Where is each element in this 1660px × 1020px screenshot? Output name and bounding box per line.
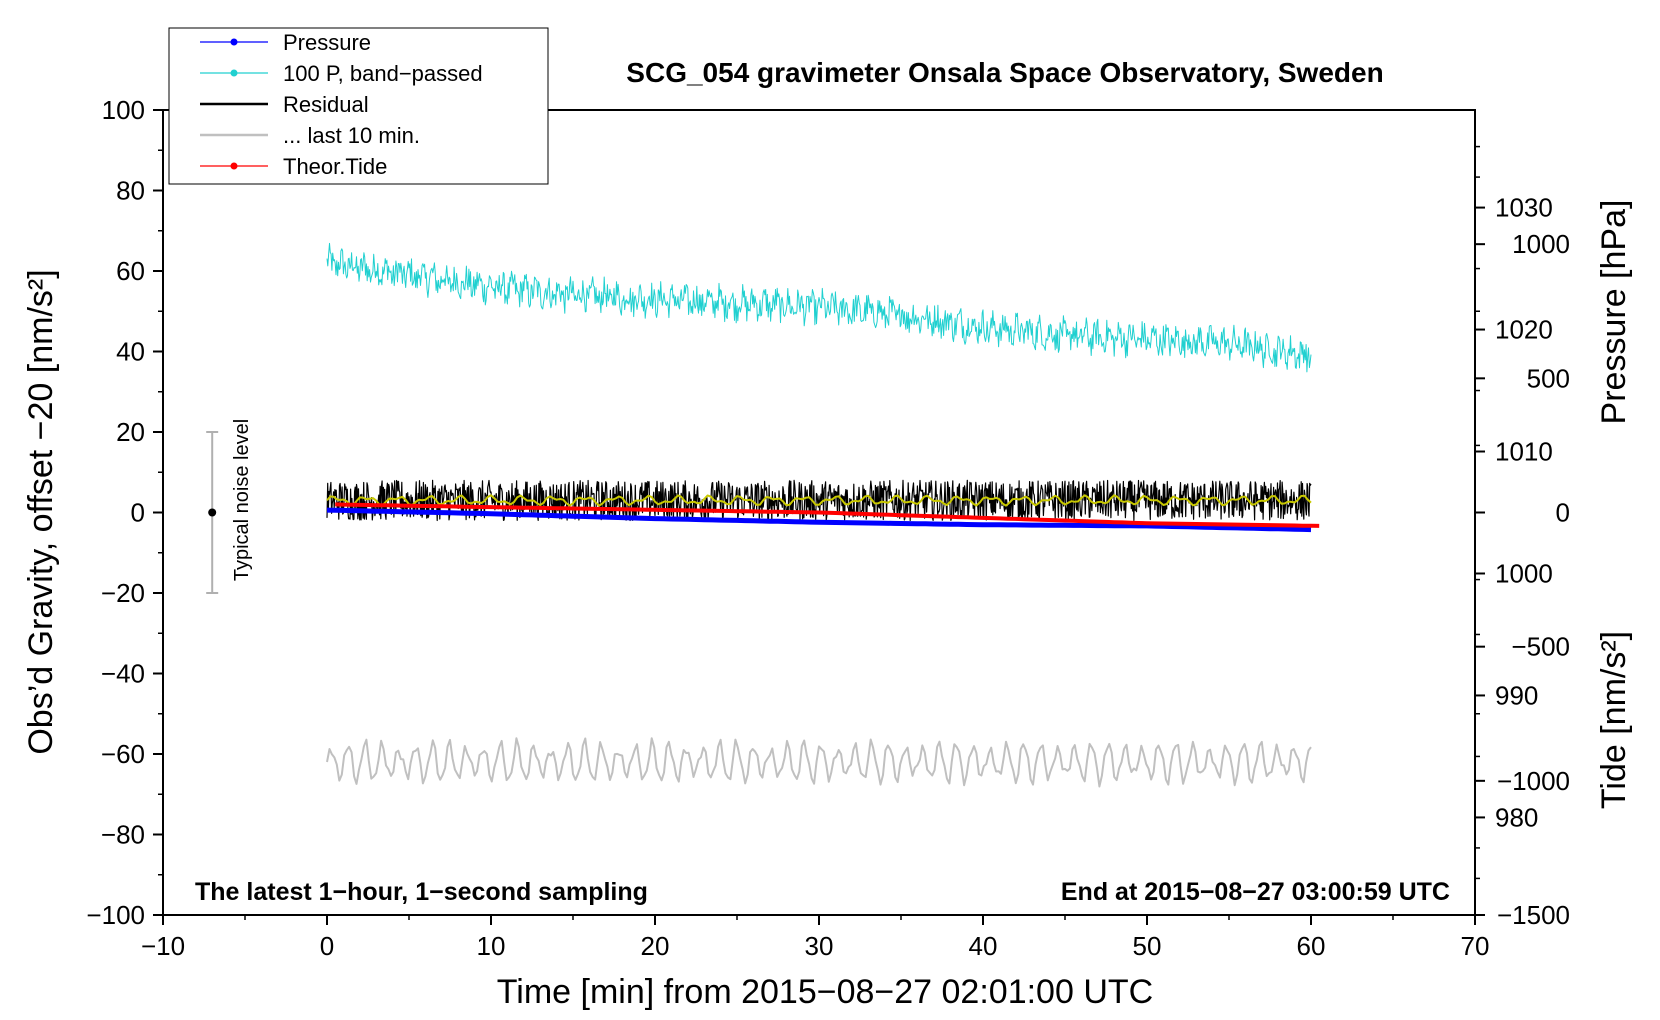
legend-swatch-dot — [230, 38, 238, 46]
series-layer — [326, 242, 1320, 788]
tide-tick-label: 1000 — [1512, 229, 1570, 259]
series-line-residual — [326, 479, 1312, 522]
left-tick-label: 100 — [102, 95, 145, 125]
pressure-tick-label: 1020 — [1495, 315, 1553, 345]
x-tick-label: 70 — [1461, 931, 1490, 961]
x-tick-label: 20 — [641, 931, 670, 961]
tide-tick-label: 0 — [1556, 498, 1570, 528]
x-tick-label: 50 — [1133, 931, 1162, 961]
tide-axis-title: Tide [nm/s²] — [1595, 631, 1633, 809]
pressure-axis-ticks: 980 990 1000 1010 1020 1030 — [1475, 145, 1553, 880]
left-tick-label: −20 — [101, 578, 145, 608]
typical-noise-bar — [206, 431, 219, 594]
legend: Pressure 100 P, band−passed Residual ... la… — [168, 27, 549, 185]
pressure-tick-label: 1010 — [1495, 437, 1553, 467]
pressure-tick-label: 980 — [1495, 802, 1538, 832]
pressure-tick-label: 1030 — [1495, 193, 1553, 223]
series-line-bandpassed — [326, 242, 1312, 373]
series-line-last10min — [326, 737, 1312, 788]
x-tick-label: 0 — [320, 931, 334, 961]
tide-axis-ticks: −1500 −1000 −500 0 500 1000 — [1475, 176, 1570, 930]
tide-tick-label: 500 — [1527, 363, 1570, 393]
left-tick-label: 60 — [116, 256, 145, 286]
tide-tick-label: −1500 — [1497, 900, 1570, 930]
x-axis-title: Time [min] from 2015−08−27 02:01:00 UTC — [497, 973, 1153, 1011]
series-line-pressure — [326, 507, 1312, 533]
x-tick-label: 40 — [969, 931, 998, 961]
noise-label: Typical noise level — [231, 419, 253, 581]
legend-label: ... last 10 min. — [283, 123, 420, 148]
legend-label: Residual — [283, 92, 369, 117]
legend-swatch-dot — [230, 69, 238, 77]
left-tick-label: 0 — [131, 498, 145, 528]
left-tick-label: 40 — [116, 337, 145, 367]
pressure-axis-title: Pressure [hPa] — [1595, 200, 1633, 425]
left-axis-ticks: −100 −80 −60 −40 −20 0 20 40 60 80 100 — [86, 95, 163, 930]
annotation-end-time: End at 2015−08−27 03:00:59 UTC — [1061, 878, 1450, 906]
series-line-residual-smoothed — [326, 494, 1312, 507]
left-tick-label: 80 — [116, 176, 145, 206]
x-axis-ticks: −10 0 10 20 30 40 50 60 70 — [141, 915, 1490, 961]
left-tick-label: −100 — [86, 900, 145, 930]
legend-label: Theor.Tide — [283, 154, 387, 179]
legend-label: 100 P, band−passed — [283, 61, 483, 86]
tide-tick-label: −1000 — [1497, 766, 1570, 796]
annotation-sampling: The latest 1−hour, 1−second sampling — [195, 878, 648, 906]
pressure-tick-label: 990 — [1495, 680, 1538, 710]
x-tick-label: 10 — [477, 931, 506, 961]
legend-label: Pressure — [283, 30, 371, 55]
legend-box — [168, 27, 549, 185]
left-tick-label: 20 — [116, 417, 145, 447]
left-axis-title: Obs’d Gravity, offset −20 [nm/s²] — [22, 269, 60, 754]
pressure-tick-label: 1000 — [1495, 558, 1553, 588]
x-tick-label: 30 — [805, 931, 834, 961]
x-tick-label: 60 — [1297, 931, 1326, 961]
legend-swatch-dot — [230, 162, 238, 170]
left-tick-label: −60 — [101, 739, 145, 769]
series-line-tide — [335, 502, 1320, 528]
left-tick-label: −40 — [101, 659, 145, 689]
tide-tick-label: −500 — [1511, 632, 1570, 662]
x-tick-label: −10 — [141, 931, 185, 961]
left-tick-label: −80 — [101, 820, 145, 850]
noise-bar-center-dot — [208, 508, 217, 517]
chart-title: SCG_054 gravimeter Onsala Space Observat… — [626, 57, 1383, 88]
